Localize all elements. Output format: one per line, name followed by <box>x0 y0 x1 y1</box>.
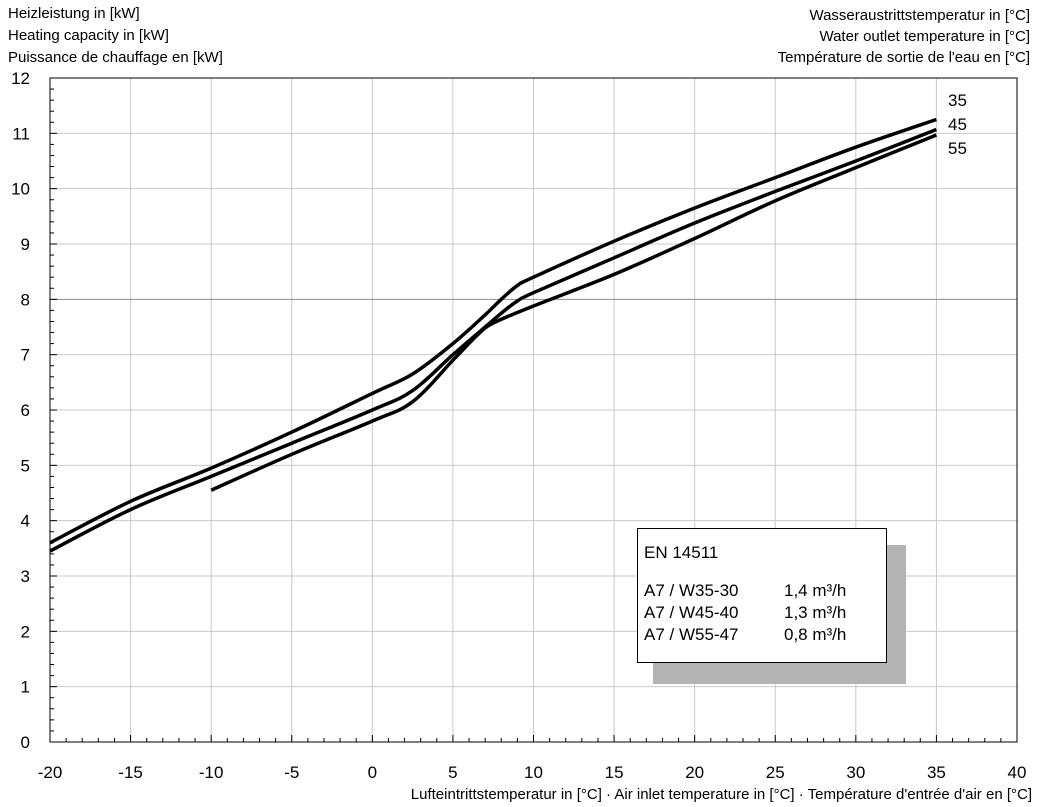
x-tick-labels: -20 -15 -10 -5 0 5 10 15 20 25 30 35 40 <box>38 763 1027 782</box>
y-tick-label: 3 <box>21 567 30 586</box>
series-lines <box>49 117 938 553</box>
y-tick-label: 2 <box>21 622 30 641</box>
series-title-en: Water outlet temperature in [°C] <box>819 28 1030 45</box>
legend-row-label: A7 / W45-40 <box>644 603 739 622</box>
series-labels: 35 45 55 <box>948 91 967 158</box>
y-tick-label: 11 <box>12 124 30 143</box>
y-tick-label: 8 <box>21 290 30 309</box>
y-tick-label: 6 <box>21 401 30 420</box>
series-title-de: Wasseraustrittstemperatur in [°C] <box>809 7 1030 24</box>
series-title-fr: Température de sortie de l'eau en [°C] <box>777 49 1030 66</box>
x-tick-label: 35 <box>927 763 946 782</box>
plot-frame <box>49 77 1018 743</box>
legend-title: EN 14511 <box>644 543 719 562</box>
x-tick-label: -5 <box>284 763 299 782</box>
series-line-45 <box>49 127 938 553</box>
x-tick-label: 15 <box>605 763 624 782</box>
x-tick-label: 20 <box>685 763 704 782</box>
x-tick-label: 10 <box>524 763 543 782</box>
x-tick-label: 30 <box>846 763 865 782</box>
y-axis-label-de: Heizleistung in [kW] <box>8 5 140 22</box>
x-axis-label: Lufteintrittstemperatur in [°C] · Air in… <box>410 786 1032 803</box>
x-tick-label: 5 <box>448 763 457 782</box>
y-tick-label: 4 <box>21 512 30 531</box>
series-line-55 <box>210 133 938 492</box>
x-tick-label: -20 <box>38 763 63 782</box>
legend-row-value: 0,8 m³/h <box>784 625 847 644</box>
y-tick-label: 5 <box>21 456 30 475</box>
y-axis-label-en: Heating capacity in [kW] <box>8 27 169 44</box>
series-label-45: 45 <box>948 115 967 134</box>
minor-ticks <box>49 77 1018 743</box>
x-tick-label: 40 <box>1008 763 1027 782</box>
x-tick-label: -10 <box>199 763 224 782</box>
x-tick-label: 25 <box>766 763 785 782</box>
legend-row-label: A7 / W35-30 <box>644 581 739 600</box>
x-tick-label: -15 <box>118 763 143 782</box>
legend-row-value: 1,4 m³/h <box>784 581 847 600</box>
y-tick-label: 7 <box>21 346 30 365</box>
y-tick-label: 12 <box>11 69 30 88</box>
legend-row-value: 1,3 m³/h <box>784 603 847 622</box>
y-tick-label: 1 <box>21 678 30 697</box>
series-line-35 <box>49 117 937 545</box>
y-tick-label: 10 <box>11 180 30 199</box>
y-axis-label-fr: Puissance de chauffage en [kW] <box>8 49 223 66</box>
series-label-35: 35 <box>948 91 967 110</box>
y-tick-label: 9 <box>21 235 30 254</box>
legend-row-label: A7 / W55-47 <box>644 625 739 644</box>
x-tick-label: 0 <box>368 763 377 782</box>
y-tick-label: 0 <box>21 733 30 752</box>
series-label-55: 55 <box>948 139 967 158</box>
legend-box: EN 14511 A7 / W35-30 1,4 m³/h A7 / W45-4… <box>637 528 887 663</box>
